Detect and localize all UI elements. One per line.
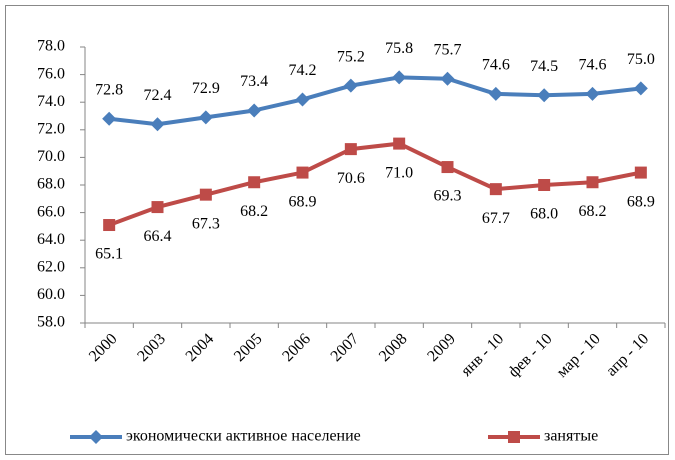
marker [102, 111, 117, 126]
marker [441, 161, 454, 174]
data-label: 68.9 [627, 193, 655, 210]
data-label: 75.2 [337, 48, 365, 65]
data-label: 75.7 [434, 41, 462, 58]
data-label: 74.5 [530, 58, 558, 75]
data-label: 75.8 [385, 40, 413, 57]
marker [344, 143, 357, 156]
y-tick-label: 62.0 [37, 258, 65, 275]
marker [440, 71, 455, 86]
marker [295, 92, 310, 107]
y-tick-label: 76.0 [37, 65, 65, 82]
series-line [108, 141, 642, 227]
data-label: 67.3 [192, 215, 220, 232]
y-tick-label: 60.0 [37, 286, 65, 303]
data-label: 70.6 [337, 170, 365, 187]
marker [392, 70, 407, 85]
marker [199, 188, 212, 201]
marker [150, 117, 165, 132]
y-tick-label: 70.0 [37, 148, 65, 165]
marker [89, 430, 103, 444]
y-tick-label: 78.0 [37, 38, 65, 55]
marker [508, 431, 520, 443]
marker [586, 176, 599, 189]
marker [198, 110, 213, 125]
data-label: 71.0 [385, 164, 413, 181]
data-label: 68.0 [530, 206, 558, 223]
marker [537, 88, 552, 103]
y-tick-label: 66.0 [37, 203, 65, 220]
data-label: 68.9 [289, 193, 317, 210]
data-label: 65.1 [95, 246, 123, 263]
legend-label: занятые [544, 428, 598, 445]
marker [103, 219, 116, 232]
marker [296, 166, 309, 179]
data-label: 74.6 [482, 57, 510, 74]
data-label: 74.2 [289, 62, 317, 79]
marker [393, 137, 406, 150]
chart-border [5, 5, 669, 455]
y-tick-label: 72.0 [37, 120, 65, 137]
data-label: 75.0 [627, 51, 655, 68]
marker [585, 86, 600, 101]
data-label: 68.2 [240, 203, 268, 220]
data-label: 72.8 [95, 81, 123, 98]
data-label: 69.3 [434, 188, 462, 205]
marker [633, 81, 648, 96]
marker [151, 201, 164, 214]
y-tick-label: 68.0 [37, 176, 65, 193]
marker [634, 166, 647, 179]
marker [343, 78, 358, 93]
data-label: 72.4 [144, 87, 172, 104]
data-label: 68.2 [579, 203, 607, 220]
data-label: 73.4 [240, 73, 268, 90]
marker [488, 86, 503, 101]
y-tick-label: 74.0 [37, 93, 65, 110]
y-tick-label: 58.0 [37, 314, 65, 331]
series-line [108, 75, 642, 127]
y-tick-label: 64.0 [37, 231, 65, 248]
data-label: 72.9 [192, 80, 220, 97]
legend-label: экономически активное население [126, 428, 361, 445]
marker [489, 183, 502, 196]
marker [247, 103, 262, 118]
marker [538, 179, 551, 191]
data-label: 66.4 [144, 228, 172, 245]
data-label: 67.7 [482, 210, 510, 227]
marker [248, 176, 261, 189]
data-label: 74.6 [579, 57, 607, 74]
